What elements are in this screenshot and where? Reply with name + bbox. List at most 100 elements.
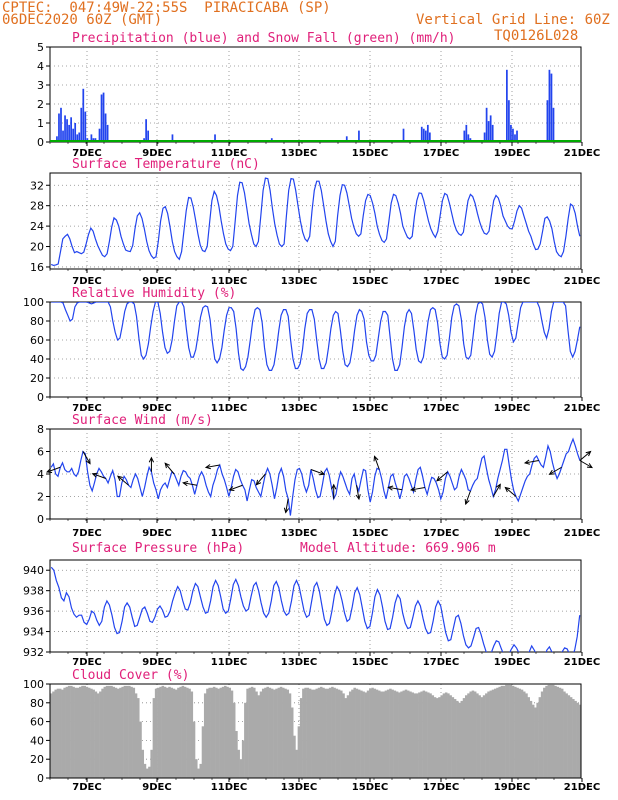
cloud-bar <box>161 685 165 778</box>
y-tick-label: 32 <box>30 179 44 192</box>
precip-bar <box>104 113 107 142</box>
y-tick-label: 80 <box>30 697 44 710</box>
cloud-bar <box>150 749 153 778</box>
cloud-bar <box>145 768 149 778</box>
cloud-bar <box>382 691 385 778</box>
cloud-bar <box>212 686 216 778</box>
cloud-bar <box>433 697 437 778</box>
plot-frame-overlay <box>49 683 582 779</box>
x-tick-label: 15DEC <box>352 276 388 287</box>
precip-bar <box>489 115 492 142</box>
cloud-bar <box>442 693 446 778</box>
cloud-bar <box>232 702 236 778</box>
cloud-bar <box>197 768 200 778</box>
precip-bar <box>516 130 518 142</box>
cloud-bar <box>473 691 477 778</box>
y-tick-label: 24 <box>30 220 44 233</box>
x-tick-label: 9DEC <box>142 657 171 668</box>
cloud-bar <box>380 691 383 778</box>
precip-bar <box>147 130 150 142</box>
cloud-bar <box>322 687 325 778</box>
x-tick-label: 17DEC <box>423 148 459 159</box>
cloud-bar <box>409 691 412 778</box>
wind-arrow-head <box>148 456 155 463</box>
cloud-bar <box>112 686 116 778</box>
cloud-bar <box>440 695 443 778</box>
cloud-bar <box>551 684 555 778</box>
cloud-bar <box>371 687 374 778</box>
precip-bar <box>428 132 431 142</box>
cloud-bar <box>458 702 461 778</box>
wind-arrow-shaft <box>92 473 107 479</box>
cloud-bar <box>498 686 501 778</box>
wind-arrow-shaft <box>82 451 91 464</box>
cloud-bar <box>509 684 513 778</box>
x-tick-label: 7DEC <box>72 148 101 159</box>
cloud-bar <box>402 690 406 778</box>
precip-bar <box>60 107 62 142</box>
x-tick-label: 21DEC <box>564 403 600 414</box>
wind-arrow-shaft <box>255 473 266 486</box>
cloud-bar <box>527 697 530 778</box>
x-tick-label: 7DEC <box>72 528 101 539</box>
wind-arrow-shaft <box>411 487 425 491</box>
cloud-bar <box>148 766 151 778</box>
precip-bar <box>64 115 66 142</box>
cloud-bar <box>203 693 207 778</box>
cloud-bar <box>522 691 526 778</box>
x-tick-label: 7DEC <box>72 276 101 287</box>
cloud-bar <box>565 693 568 778</box>
wind-arrow-head <box>409 486 417 492</box>
wind-arrow-shaft <box>549 466 562 475</box>
x-tick-label: 17DEC <box>423 782 459 793</box>
panel-title: Surface Wind (m/s) <box>72 413 213 428</box>
precip-bar <box>552 107 555 142</box>
precip-bar <box>426 124 429 142</box>
cloud-bar <box>502 685 506 778</box>
precip-bar <box>98 128 101 142</box>
panel-title: Precipitation (blue) and Snow Fall (gree… <box>72 31 456 46</box>
cloud-bar <box>174 689 178 778</box>
wind-arrow-head <box>504 486 511 493</box>
cloud-bar <box>224 685 227 778</box>
cloud-bar <box>157 687 160 778</box>
wind-arrow-shaft <box>505 487 517 497</box>
wind-arrow-head <box>46 468 53 474</box>
cloud-bar <box>395 691 399 778</box>
cloud-bar <box>297 726 301 778</box>
cloud-bar <box>547 684 551 778</box>
y-tick-label: 40 <box>30 734 44 747</box>
cloud-bar <box>534 707 537 778</box>
x-tick-label: 7DEC <box>72 657 101 668</box>
wind-arrow-head <box>283 507 290 514</box>
cloud-bar <box>431 695 435 778</box>
cloud-bar <box>447 693 450 778</box>
cloud-bar <box>208 687 211 778</box>
cloud-bar <box>335 688 339 778</box>
wind-arrow-head <box>117 475 123 482</box>
cloud-bar <box>304 687 307 778</box>
y-tick-label: 0 <box>37 772 44 785</box>
cloud-bar <box>572 699 575 778</box>
cloud-bar <box>578 704 582 778</box>
cloud-bar <box>125 685 129 778</box>
wind-arrow-head <box>331 483 337 490</box>
cloud-bar <box>293 735 296 778</box>
precip-bar <box>483 132 486 142</box>
precip-bar <box>465 124 468 142</box>
cloud-bar <box>422 690 426 778</box>
cloud-bar <box>110 685 113 778</box>
x-tick-label: 17DEC <box>423 276 459 287</box>
precip-bar <box>491 124 494 142</box>
wind-arrow-shaft <box>205 464 220 468</box>
precip-bar <box>66 119 68 142</box>
cloud-bar <box>76 687 80 778</box>
cloud-bar <box>96 693 100 778</box>
cloud-bar <box>514 686 517 778</box>
y-tick-label: 2 <box>37 98 44 111</box>
x-tick-label: 19DEC <box>494 528 530 539</box>
y-tick-label: 4 <box>37 468 44 481</box>
cloud-bar <box>505 684 508 778</box>
wind-arrow-shaft <box>164 462 175 475</box>
cloud-bar <box>132 687 136 778</box>
